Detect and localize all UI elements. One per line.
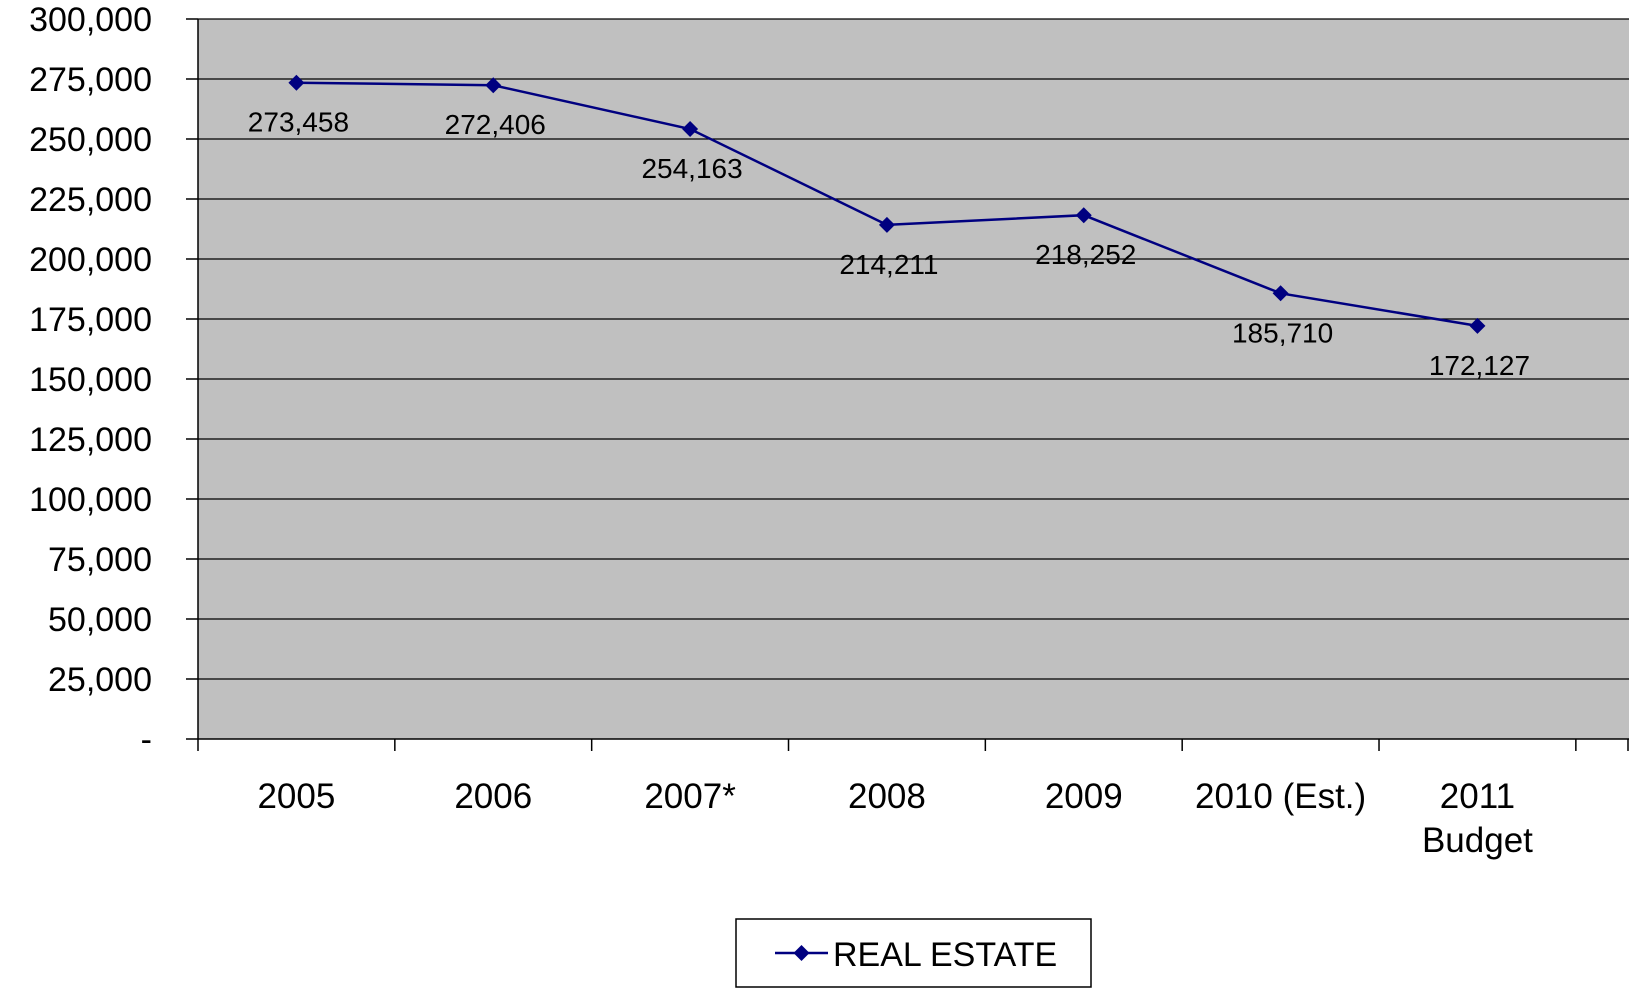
legend-diamond-marker — [793, 945, 810, 961]
x-tick-label: 2006 — [454, 777, 532, 816]
legend: REAL ESTATE — [735, 918, 1092, 988]
x-tick-label: 2009 — [1045, 777, 1123, 816]
x-axis-ticks: 2005 2006 2007* 2008 2009 2010 (Est.) 2011 Budg… — [197, 739, 1629, 860]
data-label: 272,406 — [445, 109, 546, 140]
legend-label: REAL ESTATE — [833, 936, 1057, 974]
x-tick-label: 2010 (Est.) — [1195, 777, 1366, 816]
y-axis-ticks: - 25,000 50,000 75,000 100,000 125,000 150,000… — [29, 1, 198, 759]
x-tick-label: 2008 — [848, 777, 926, 816]
x-tick-label: 2005 — [257, 777, 335, 816]
y-tick-label: 175,000 — [29, 301, 152, 339]
y-tick-label: 25,000 — [48, 661, 152, 699]
x-tick-label: 2011 Budget — [1422, 777, 1533, 860]
y-tick-label: 50,000 — [48, 601, 152, 639]
y-tick-label: - — [141, 721, 152, 759]
data-point — [878, 216, 895, 233]
data-point — [288, 74, 305, 91]
y-tick-label: 250,000 — [29, 121, 152, 159]
data-label: 214,211 — [839, 249, 938, 280]
y-tick-label: 75,000 — [48, 541, 152, 579]
y-tick-label: 300,000 — [29, 1, 152, 39]
data-point — [1075, 207, 1092, 224]
data-point — [682, 121, 699, 138]
y-tick-label: 150,000 — [29, 361, 152, 399]
series-real-estate: 273,458 272,406 254,163 214,211 218,252 185,7… — [248, 74, 1530, 381]
y-tick-label: 100,000 — [29, 481, 152, 519]
x-tick-label: 2007* — [644, 777, 736, 816]
y-tick-label: 200,000 — [29, 241, 152, 279]
data-label: 254,163 — [641, 153, 742, 184]
data-label: 185,710 — [1232, 317, 1333, 348]
gridlines — [198, 18, 1629, 680]
data-point — [1272, 285, 1289, 302]
y-tick-label: 125,000 — [29, 421, 152, 459]
y-tick-label: 275,000 — [29, 61, 152, 99]
y-tick-label: 225,000 — [29, 181, 152, 219]
data-label: 218,252 — [1035, 239, 1136, 270]
data-point — [485, 77, 502, 94]
data-label: 273,458 — [248, 107, 349, 138]
data-point — [1469, 317, 1486, 334]
data-label: 172,127 — [1429, 350, 1530, 381]
